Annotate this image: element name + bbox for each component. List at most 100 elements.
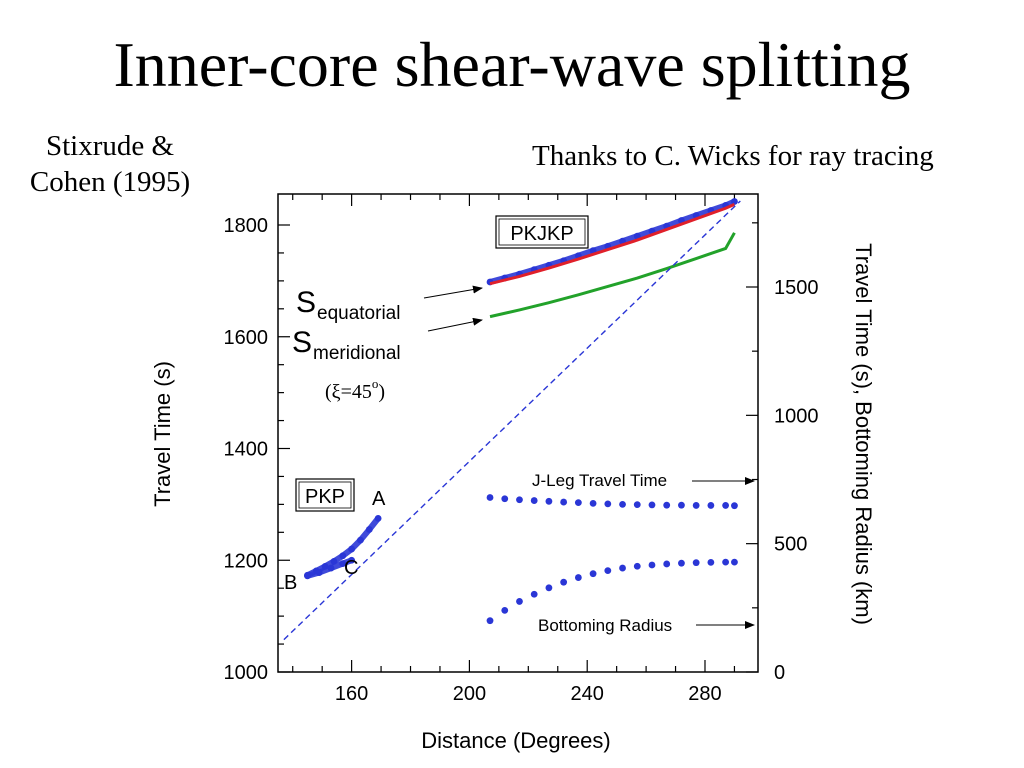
- data-point: [663, 501, 671, 509]
- s-equatorial-subscript: equatorial: [317, 303, 400, 324]
- data-point: [574, 574, 582, 581]
- y-right-tick-label: 1000: [774, 405, 819, 427]
- data-point: [327, 564, 335, 572]
- x-tick-label: 160: [335, 683, 368, 705]
- s-meridional-symbol: S: [292, 326, 312, 359]
- data-point: [648, 561, 656, 569]
- branch-label-c: C: [344, 557, 358, 579]
- arrow-equatorial: [423, 285, 483, 299]
- xi-close: ): [378, 381, 385, 403]
- y-left-tick-label: 1800: [224, 215, 269, 237]
- data-point: [365, 526, 373, 533]
- data-point: [633, 232, 641, 240]
- x-tick-label: 240: [571, 683, 604, 705]
- data-point: [330, 557, 338, 565]
- x-tick-label: 280: [688, 683, 721, 705]
- data-point: [501, 495, 509, 503]
- data-point: [722, 558, 730, 566]
- data-point: [516, 496, 523, 504]
- data-point: [339, 560, 347, 568]
- data-point: [633, 501, 641, 509]
- data-point: [707, 502, 715, 509]
- xi-label: (ξ=45o): [325, 376, 385, 403]
- dashed-reference-line: [283, 200, 741, 641]
- data-point: [374, 514, 382, 522]
- citation-line-1: Stixrude &: [45, 130, 175, 162]
- x-axis: 160 200 240 280: [292, 194, 736, 705]
- data-point: [678, 501, 685, 509]
- data-point: [604, 500, 612, 508]
- series-layer: [283, 198, 741, 641]
- bottoming-label: Bottoming Radius: [538, 616, 672, 635]
- data-point: [589, 570, 597, 578]
- data-point: [731, 198, 738, 205]
- pkp-label-box: [295, 478, 355, 512]
- data-point: [589, 499, 597, 507]
- branch-label-b: B: [284, 572, 297, 594]
- plot-frame: [277, 193, 759, 673]
- citation-line-2: Cohen (1995): [29, 166, 191, 198]
- data-point: [486, 494, 494, 501]
- y-axis-right: 0 500 1000 1500: [746, 222, 819, 684]
- data-point: [731, 502, 738, 510]
- pkjkp-label: PKJKP: [510, 223, 573, 245]
- y-left-tick-label: 1000: [224, 662, 269, 684]
- s-equatorial-symbol: S: [296, 286, 316, 319]
- series-line: [489, 202, 736, 286]
- y-left-tick-label: 1200: [224, 550, 269, 572]
- data-point: [516, 598, 523, 605]
- xi-text: (ξ=45: [325, 381, 372, 403]
- y-axis-right-label: Travel Time (s), Bottoming Radius (km): [851, 243, 876, 625]
- data-point: [339, 552, 347, 560]
- data-point: [560, 578, 568, 586]
- data-point: [315, 569, 323, 576]
- branch-label-a: A: [372, 488, 386, 510]
- jleg-label: J-Leg Travel Time: [532, 471, 667, 490]
- arrow-meridional: [427, 317, 483, 332]
- y-left-tick-label: 1400: [224, 439, 269, 461]
- data-point: [692, 559, 700, 567]
- data-point: [486, 617, 494, 625]
- data-point: [731, 558, 738, 566]
- data-point: [722, 502, 730, 509]
- pkjkp-label-box: [495, 215, 589, 249]
- data-point: [304, 572, 311, 580]
- y-axis-left: 1000 1200 1400 1600 1800: [224, 215, 290, 684]
- slide-title: Inner-core shear-wave splitting: [113, 29, 911, 100]
- s-meridional-subscript: meridional: [313, 343, 401, 364]
- data-point: [560, 498, 568, 506]
- data-point: [648, 501, 656, 509]
- pkp-label-box-inner: [298, 481, 352, 509]
- y-left-tick-label: 1600: [224, 327, 269, 349]
- data-point: [663, 560, 671, 568]
- data-point: [501, 607, 509, 614]
- data-point: [604, 567, 612, 575]
- series-line: [489, 232, 736, 319]
- y-axis-left-label: Travel Time (s): [150, 361, 175, 507]
- data-point: [707, 559, 715, 566]
- y-right-tick-label: 500: [774, 534, 807, 556]
- data-point: [545, 497, 553, 505]
- y-right-tick-label: 1500: [774, 277, 819, 299]
- y-right-tick-label: 0: [774, 662, 785, 684]
- data-point: [530, 590, 538, 598]
- credit-text: Thanks to C. Wicks for ray tracing: [532, 140, 934, 172]
- data-point: [678, 559, 685, 567]
- pkp-label: PKP: [305, 486, 345, 508]
- data-point: [348, 556, 356, 564]
- data-point: [545, 584, 553, 592]
- pkjkp-label-box-inner: [498, 218, 586, 246]
- xi-degree: o: [372, 376, 379, 391]
- data-point: [619, 500, 626, 508]
- data-point: [348, 545, 356, 553]
- citation: Stixrude & Cohen (1995): [14, 128, 206, 200]
- data-point: [574, 499, 582, 506]
- x-tick-label: 200: [453, 683, 486, 705]
- data-point: [692, 502, 700, 509]
- data-point: [357, 536, 364, 544]
- data-point: [619, 564, 626, 572]
- data-point: [633, 562, 641, 570]
- data-point: [530, 497, 538, 504]
- x-axis-label: Distance (Degrees): [421, 728, 611, 753]
